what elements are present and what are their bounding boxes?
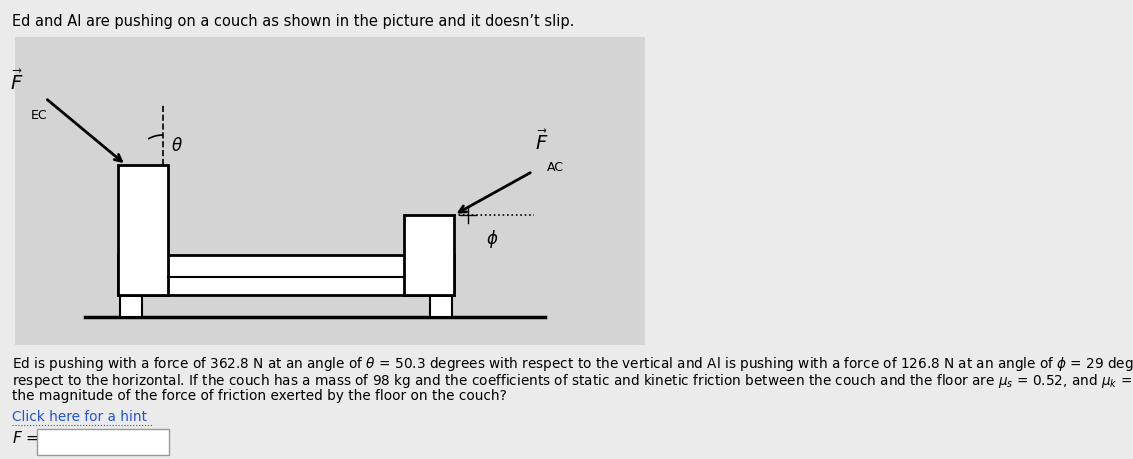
Text: respect to the horizontal. If the couch has a mass of 98 kg and the coefficients: respect to the horizontal. If the couch … — [12, 371, 1133, 389]
Text: Click here for a hint: Click here for a hint — [12, 409, 147, 423]
Bar — [404, 216, 454, 295]
Bar — [120, 295, 142, 317]
Bar — [118, 166, 168, 295]
Text: $\theta$: $\theta$ — [171, 137, 182, 155]
Bar — [15, 38, 645, 345]
Text: $\vec{F}$: $\vec{F}$ — [10, 69, 24, 94]
Bar — [431, 295, 452, 317]
Text: AC: AC — [547, 161, 564, 174]
Text: $F$ =: $F$ = — [12, 429, 39, 445]
Text: $\phi$: $\phi$ — [486, 228, 499, 249]
Text: the magnitude of the force of friction exerted by the floor on the couch?: the magnitude of the force of friction e… — [12, 388, 506, 402]
FancyBboxPatch shape — [37, 429, 169, 455]
Text: $\vec{F}$: $\vec{F}$ — [535, 130, 548, 154]
Bar — [118, 256, 454, 295]
Text: EC: EC — [32, 109, 48, 122]
Text: Ed and Al are pushing on a couch as shown in the picture and it doesn’t slip.: Ed and Al are pushing on a couch as show… — [12, 14, 574, 29]
Text: Ed is pushing with a force of 362.8 N at an angle of $\theta$ = 50.3 degrees wit: Ed is pushing with a force of 362.8 N at… — [12, 354, 1133, 372]
